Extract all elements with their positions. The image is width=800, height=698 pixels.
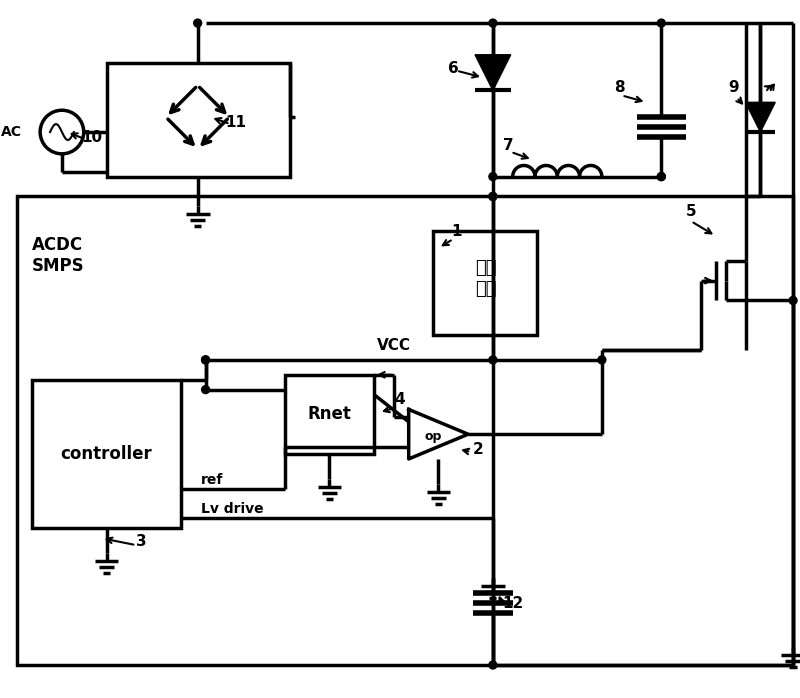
Text: VCC: VCC: [377, 338, 411, 353]
Circle shape: [789, 297, 797, 304]
Bar: [32, 380, 181, 528]
Text: ACDC
SMPS: ACDC SMPS: [32, 236, 85, 275]
Polygon shape: [475, 54, 510, 91]
Text: 降压
器件: 降压 器件: [474, 259, 496, 297]
Circle shape: [489, 193, 497, 200]
Text: ref: ref: [201, 473, 223, 487]
Text: 7: 7: [502, 138, 514, 153]
Text: 1: 1: [451, 224, 462, 239]
Text: AC: AC: [2, 125, 22, 139]
Circle shape: [202, 356, 210, 364]
Bar: [18, 196, 793, 665]
Circle shape: [598, 356, 606, 364]
Bar: [285, 375, 374, 454]
Circle shape: [489, 356, 497, 364]
Circle shape: [489, 19, 497, 27]
Text: 10: 10: [82, 130, 103, 145]
Text: 5: 5: [686, 205, 697, 219]
Text: Lv drive: Lv drive: [201, 503, 263, 517]
Circle shape: [489, 172, 497, 181]
Circle shape: [194, 19, 202, 27]
Circle shape: [202, 356, 210, 364]
Polygon shape: [409, 410, 468, 459]
Text: 11: 11: [226, 115, 246, 130]
Text: 12: 12: [502, 595, 524, 611]
Text: controller: controller: [61, 445, 152, 463]
Text: 4: 4: [394, 392, 405, 408]
Circle shape: [658, 172, 666, 181]
Text: 9: 9: [729, 80, 739, 96]
Bar: [106, 63, 290, 177]
Text: 8: 8: [614, 80, 624, 96]
Text: Rnet: Rnet: [307, 406, 351, 424]
Text: 2: 2: [473, 442, 484, 457]
Text: op: op: [425, 430, 442, 443]
Bar: [434, 231, 538, 335]
Circle shape: [489, 193, 497, 200]
Circle shape: [658, 19, 666, 27]
Polygon shape: [746, 103, 775, 132]
Text: 6: 6: [448, 61, 459, 75]
Text: 3: 3: [136, 534, 147, 549]
Circle shape: [202, 386, 210, 394]
Circle shape: [658, 172, 666, 181]
Circle shape: [489, 661, 497, 669]
